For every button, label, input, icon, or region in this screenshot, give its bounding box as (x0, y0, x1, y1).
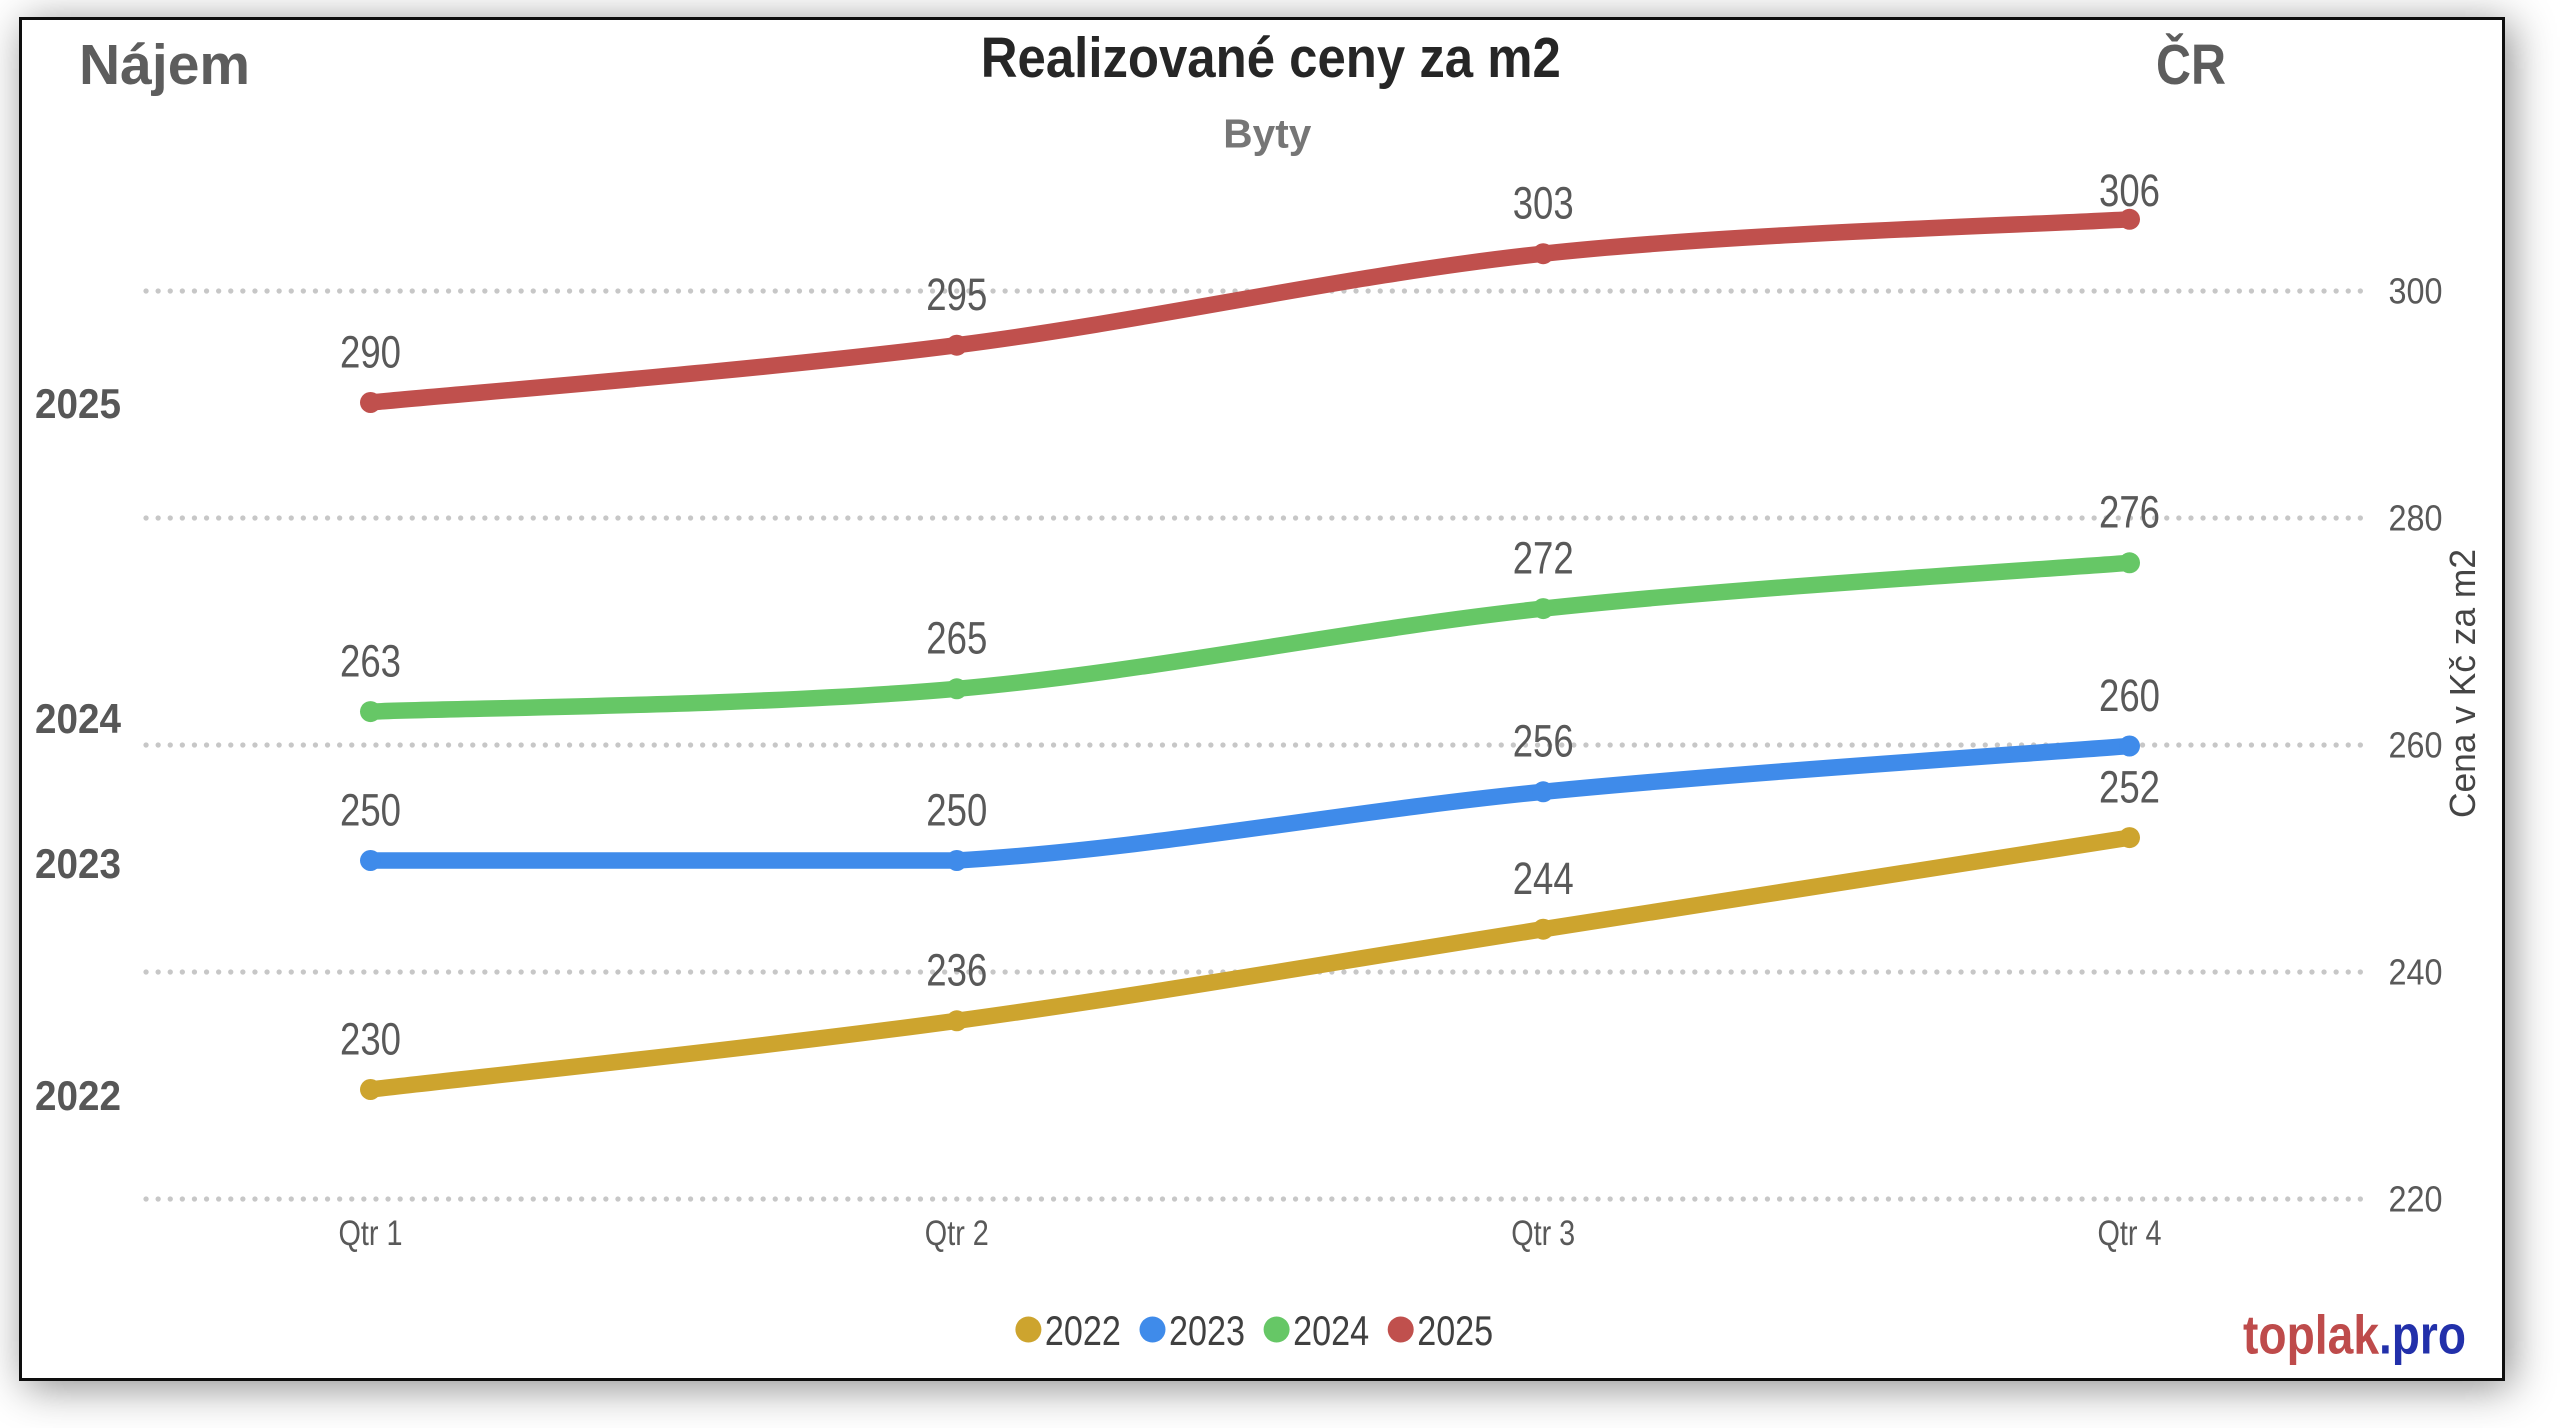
svg-text:290: 290 (340, 326, 401, 377)
svg-text:Qtr 2: Qtr 2 (925, 1214, 989, 1253)
svg-text:Qtr 4: Qtr 4 (2098, 1214, 2162, 1253)
svg-text:263: 263 (340, 635, 401, 686)
svg-text:265: 265 (926, 613, 987, 664)
svg-text:toplak: toplak (2243, 1304, 2379, 1366)
svg-text:Nájem: Nájem (79, 33, 250, 97)
svg-text:ČR: ČR (2156, 32, 2226, 97)
svg-text:276: 276 (2099, 487, 2160, 538)
svg-text:252: 252 (2099, 761, 2160, 812)
svg-text:272: 272 (1513, 532, 1574, 583)
svg-text:Byty: Byty (1223, 111, 1311, 157)
svg-text:2024: 2024 (1293, 1307, 1369, 1354)
svg-text:250: 250 (340, 784, 401, 835)
svg-text:Realizované ceny za m2: Realizované ceny za m2 (981, 26, 1561, 90)
svg-text:Qtr 1: Qtr 1 (339, 1214, 403, 1253)
svg-text:2022: 2022 (35, 1072, 121, 1119)
svg-text:250: 250 (926, 784, 987, 835)
svg-text:236: 236 (926, 945, 987, 996)
svg-text:256: 256 (1513, 716, 1574, 767)
svg-text:280: 280 (2389, 498, 2443, 539)
svg-text:Qtr 3: Qtr 3 (1511, 1214, 1575, 1253)
svg-text:2023: 2023 (35, 840, 121, 887)
svg-text:220: 220 (2389, 1179, 2443, 1220)
svg-text:2025: 2025 (35, 380, 121, 427)
svg-text:2023: 2023 (1169, 1307, 1245, 1354)
svg-text:244: 244 (1513, 853, 1574, 904)
svg-text:303: 303 (1513, 177, 1574, 228)
svg-text:2024: 2024 (35, 695, 122, 742)
svg-text:260: 260 (2099, 670, 2160, 721)
svg-text:2025: 2025 (1417, 1307, 1493, 1354)
svg-text:306: 306 (2099, 165, 2160, 216)
svg-text:260: 260 (2389, 725, 2443, 766)
svg-text:295: 295 (926, 269, 987, 320)
svg-text:2022: 2022 (1045, 1307, 1121, 1354)
svg-text:240: 240 (2389, 952, 2443, 993)
svg-text:Cena v Kč za m2: Cena v Kč za m2 (2442, 549, 2483, 818)
svg-text:.pro: .pro (2379, 1304, 2466, 1366)
svg-text:300: 300 (2389, 271, 2443, 312)
svg-text:230: 230 (340, 1013, 401, 1064)
